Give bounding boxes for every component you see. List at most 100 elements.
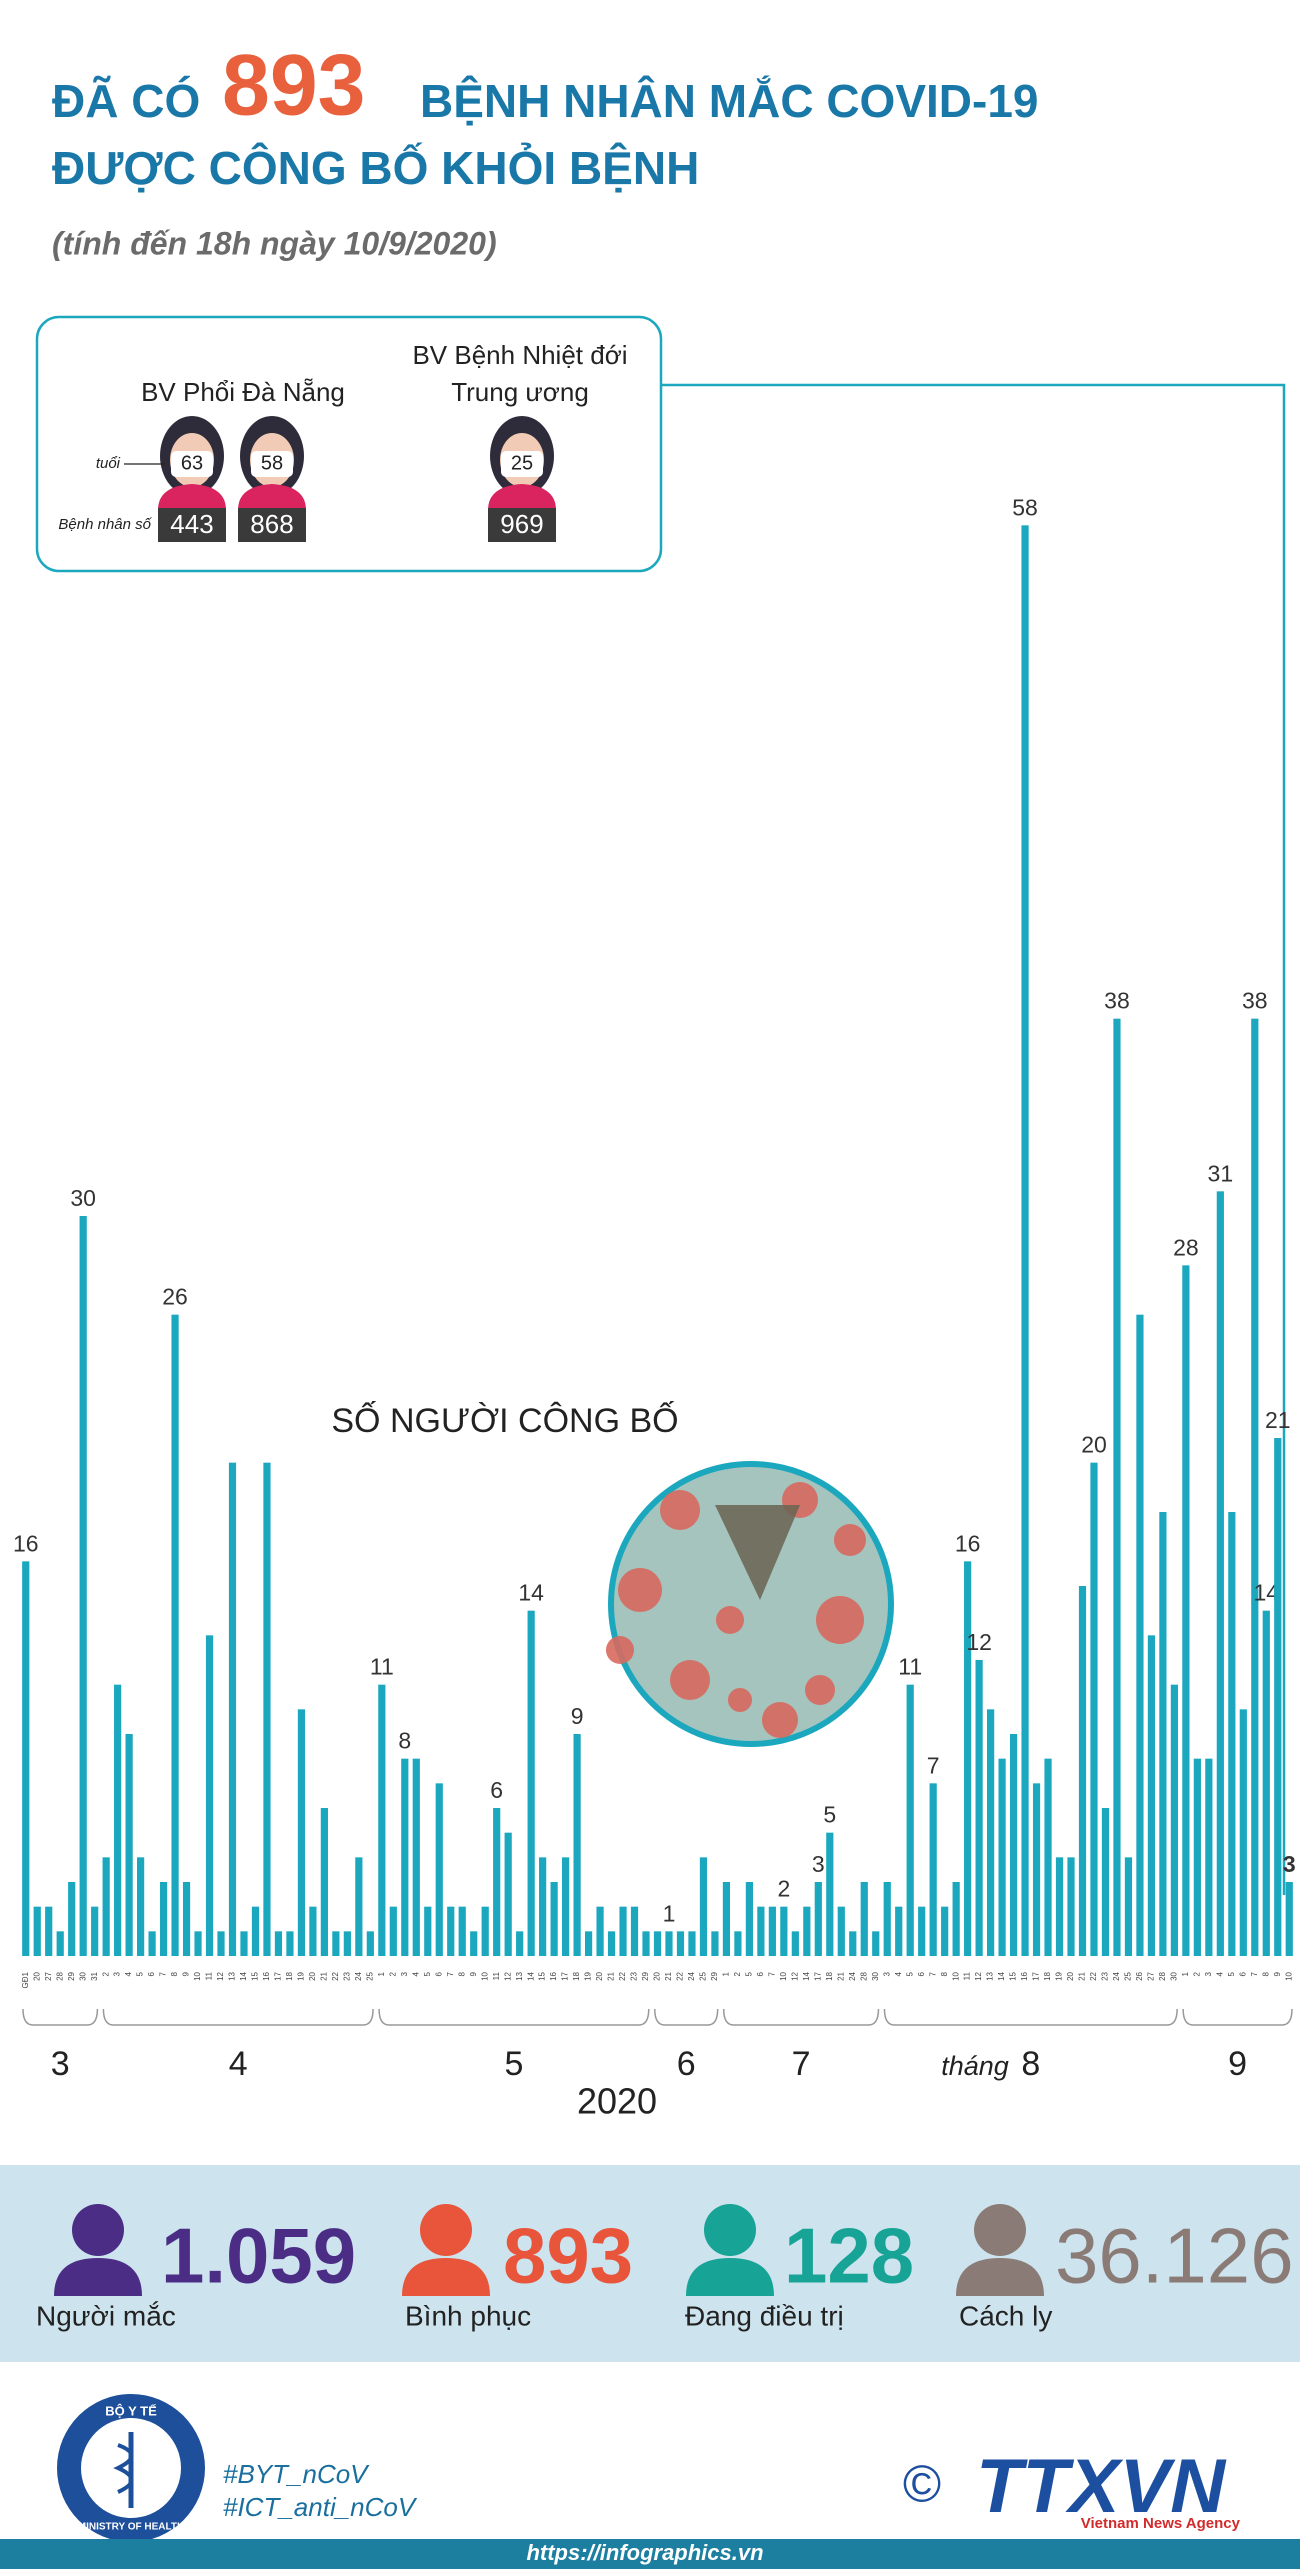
- day-label: 18: [572, 1971, 581, 1980]
- bar: [251, 1906, 260, 1956]
- bar: [630, 1906, 639, 1956]
- value-label: 30: [70, 1185, 96, 1211]
- patient-id: 443: [170, 509, 213, 539]
- bar: [1101, 1808, 1110, 1956]
- bar: [1147, 1635, 1156, 1956]
- day-label: 3: [1204, 1971, 1213, 1976]
- bar: [194, 1931, 202, 1956]
- stat-label: Đang điều trị: [685, 2300, 844, 2331]
- bar: [79, 1216, 87, 1956]
- day-label: 4: [124, 1971, 133, 1976]
- bar: [1239, 1709, 1247, 1956]
- day-label: 7: [159, 1971, 168, 1976]
- stat-icon-head: [704, 2204, 756, 2256]
- stats-band: [0, 2165, 1300, 2362]
- bar: [883, 1882, 891, 1956]
- mask: [171, 451, 213, 477]
- title-suffix: BỆNH NHÂN MẮC COVID-19: [420, 75, 1038, 127]
- day-label: 19: [1055, 1971, 1064, 1980]
- month-label: 8: [1021, 2045, 1040, 2083]
- bar: [1032, 1783, 1041, 1956]
- day-label: 6: [147, 1971, 156, 1976]
- day-label: 28: [859, 1971, 868, 1980]
- patient-age: 25: [511, 452, 533, 474]
- day-label: 10: [779, 1971, 788, 1980]
- bar: [688, 1931, 696, 1956]
- day-label: 20: [595, 1971, 604, 1980]
- month-prefix: tháng: [941, 2051, 1009, 2081]
- value-label: 38: [1104, 988, 1130, 1014]
- bar: [998, 1758, 1006, 1956]
- bar: [780, 1906, 788, 1956]
- day-label: 14: [997, 1971, 1006, 1980]
- bar: [642, 1931, 650, 1956]
- bar: [1078, 1586, 1087, 1956]
- day-label: 5: [905, 1971, 914, 1976]
- day-label: 18: [285, 1971, 294, 1980]
- bar: [447, 1906, 455, 1956]
- bar: [941, 1906, 949, 1956]
- bar: [952, 1882, 960, 1956]
- id-legend: Bệnh nhân số: [58, 516, 152, 533]
- bar: [1285, 1882, 1293, 1956]
- bar: [860, 1882, 868, 1956]
- agency-en: Vietnam News Agency: [1081, 2515, 1241, 2532]
- day-label: 22: [331, 1971, 340, 1980]
- day-label: 12: [503, 1971, 512, 1980]
- day-label: 8: [457, 1971, 466, 1976]
- patient-id: 969: [500, 509, 543, 539]
- day-label: 21: [607, 1971, 616, 1980]
- bar: [297, 1709, 306, 1956]
- day-label: 17: [274, 1971, 283, 1980]
- bar: [1205, 1758, 1213, 1956]
- bar: [619, 1906, 627, 1956]
- value-label: 3: [1283, 1851, 1296, 1877]
- stat-label: Bình phục: [405, 2300, 531, 2331]
- day-label: 10: [480, 1971, 489, 1980]
- bar: [458, 1906, 466, 1956]
- day-label: 28: [55, 1971, 64, 1980]
- day-label: 14: [239, 1971, 248, 1980]
- day-label: 8: [940, 1971, 949, 1976]
- bar: [33, 1906, 41, 1956]
- bar: [1090, 1462, 1098, 1956]
- bar: [1009, 1734, 1018, 1956]
- stat-value: 128: [784, 2212, 914, 2300]
- bar: [768, 1906, 776, 1956]
- day-label: 5: [745, 1971, 754, 1976]
- day-label: 12: [790, 1971, 799, 1980]
- ministry-logo: BỘ Y TẾ MINISTRY OF HEALTH: [57, 2394, 205, 2542]
- day-label: 12: [216, 1971, 225, 1980]
- bar: [527, 1610, 535, 1956]
- bar: [389, 1906, 397, 1956]
- stat-icon-body: [686, 2258, 774, 2296]
- bar: [1113, 1018, 1121, 1956]
- day-label: 3: [113, 1971, 122, 1976]
- bar: [757, 1906, 765, 1956]
- day-label: 2: [733, 1971, 742, 1976]
- day-label: 6: [756, 1971, 765, 1976]
- day-label: 8: [1261, 1971, 1270, 1976]
- hospital-name: BV Phổi Đà Nẵng: [141, 377, 345, 407]
- bar: [320, 1808, 328, 1956]
- bar: [412, 1758, 420, 1956]
- patient-age: 63: [181, 452, 203, 474]
- year-label: 2020: [577, 2081, 657, 2122]
- month-bracket: [883, 2008, 1178, 2026]
- bar: [182, 1882, 191, 1956]
- bar: [722, 1882, 731, 1956]
- stat-value: 1.059: [161, 2212, 356, 2300]
- month-label: 4: [229, 2045, 248, 2083]
- bar: [516, 1931, 524, 1956]
- bar: [217, 1931, 225, 1956]
- stat-value: 36.126: [1055, 2212, 1294, 2300]
- bar: [1044, 1758, 1052, 1956]
- bar: [171, 1314, 179, 1956]
- bar: [470, 1931, 478, 1956]
- bar: [1182, 1265, 1190, 1956]
- value-label: 2: [777, 1876, 790, 1902]
- bar: [22, 1561, 30, 1956]
- day-label: 11: [963, 1971, 972, 1980]
- bar: [1055, 1857, 1064, 1956]
